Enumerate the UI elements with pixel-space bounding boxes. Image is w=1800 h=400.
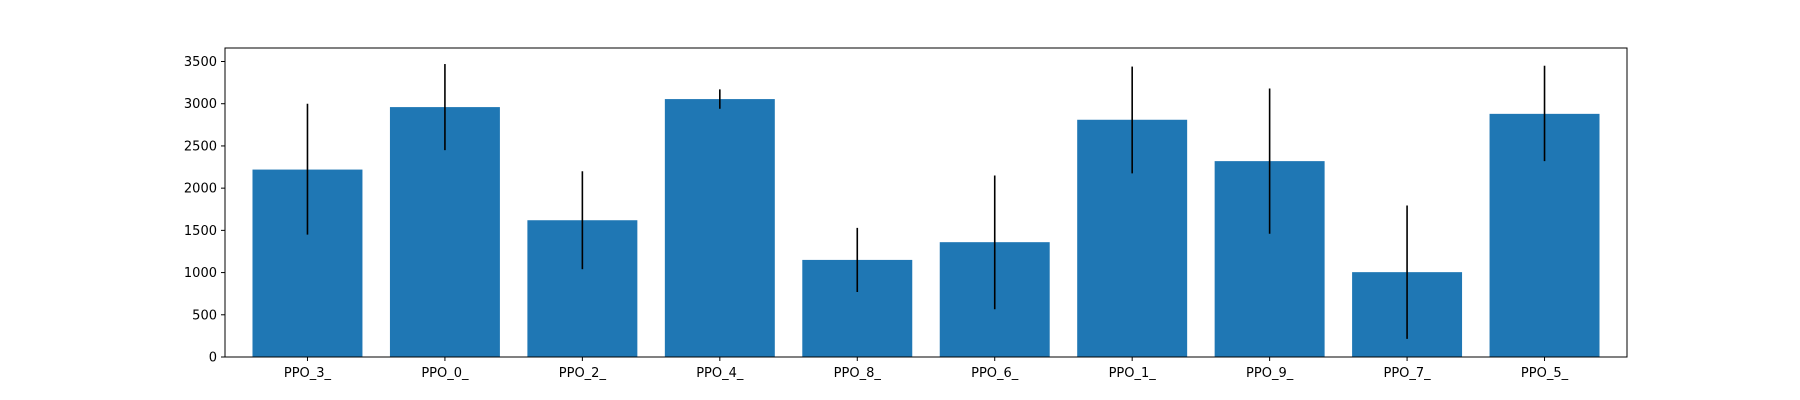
x-tick-label: PPO_2_ <box>559 366 607 381</box>
bar-ppo-4 <box>664 99 775 357</box>
x-tick-label: PPO_6_ <box>971 366 1019 381</box>
axes-frame <box>224 47 1628 358</box>
x-tick-label: PPO_8_ <box>834 366 882 381</box>
bars-layer <box>252 99 1600 357</box>
x-tick-label: PPO_5_ <box>1521 366 1569 381</box>
y-tick-label: 3000 <box>184 97 217 112</box>
error-bars-layer <box>306 64 1546 339</box>
x-axis: PPO_3_ PPO_0_ PPO_2_ PPO_4_ PPO_8_ PPO_6_ PPO_… <box>284 357 1569 381</box>
y-tick-label: 2000 <box>184 182 217 197</box>
y-tick-label: 0 <box>209 351 217 366</box>
x-tick-label: PPO_4_ <box>696 366 744 381</box>
y-axis: 0 500 1000 1500 2000 2500 3000 3500 <box>184 55 225 366</box>
y-tick-label: 1000 <box>184 266 217 281</box>
x-tick-label: PPO_3_ <box>284 366 332 381</box>
y-tick-label: 1500 <box>184 224 217 239</box>
y-tick-label: 500 <box>192 308 217 323</box>
y-tick-label: 3500 <box>184 55 217 70</box>
x-tick-label: PPO_7_ <box>1383 366 1431 381</box>
y-tick-label: 2500 <box>184 139 217 154</box>
x-tick-label: PPO_0_ <box>421 366 469 381</box>
x-tick-label: PPO_9_ <box>1246 366 1294 381</box>
x-tick-label: PPO_1_ <box>1109 366 1157 381</box>
